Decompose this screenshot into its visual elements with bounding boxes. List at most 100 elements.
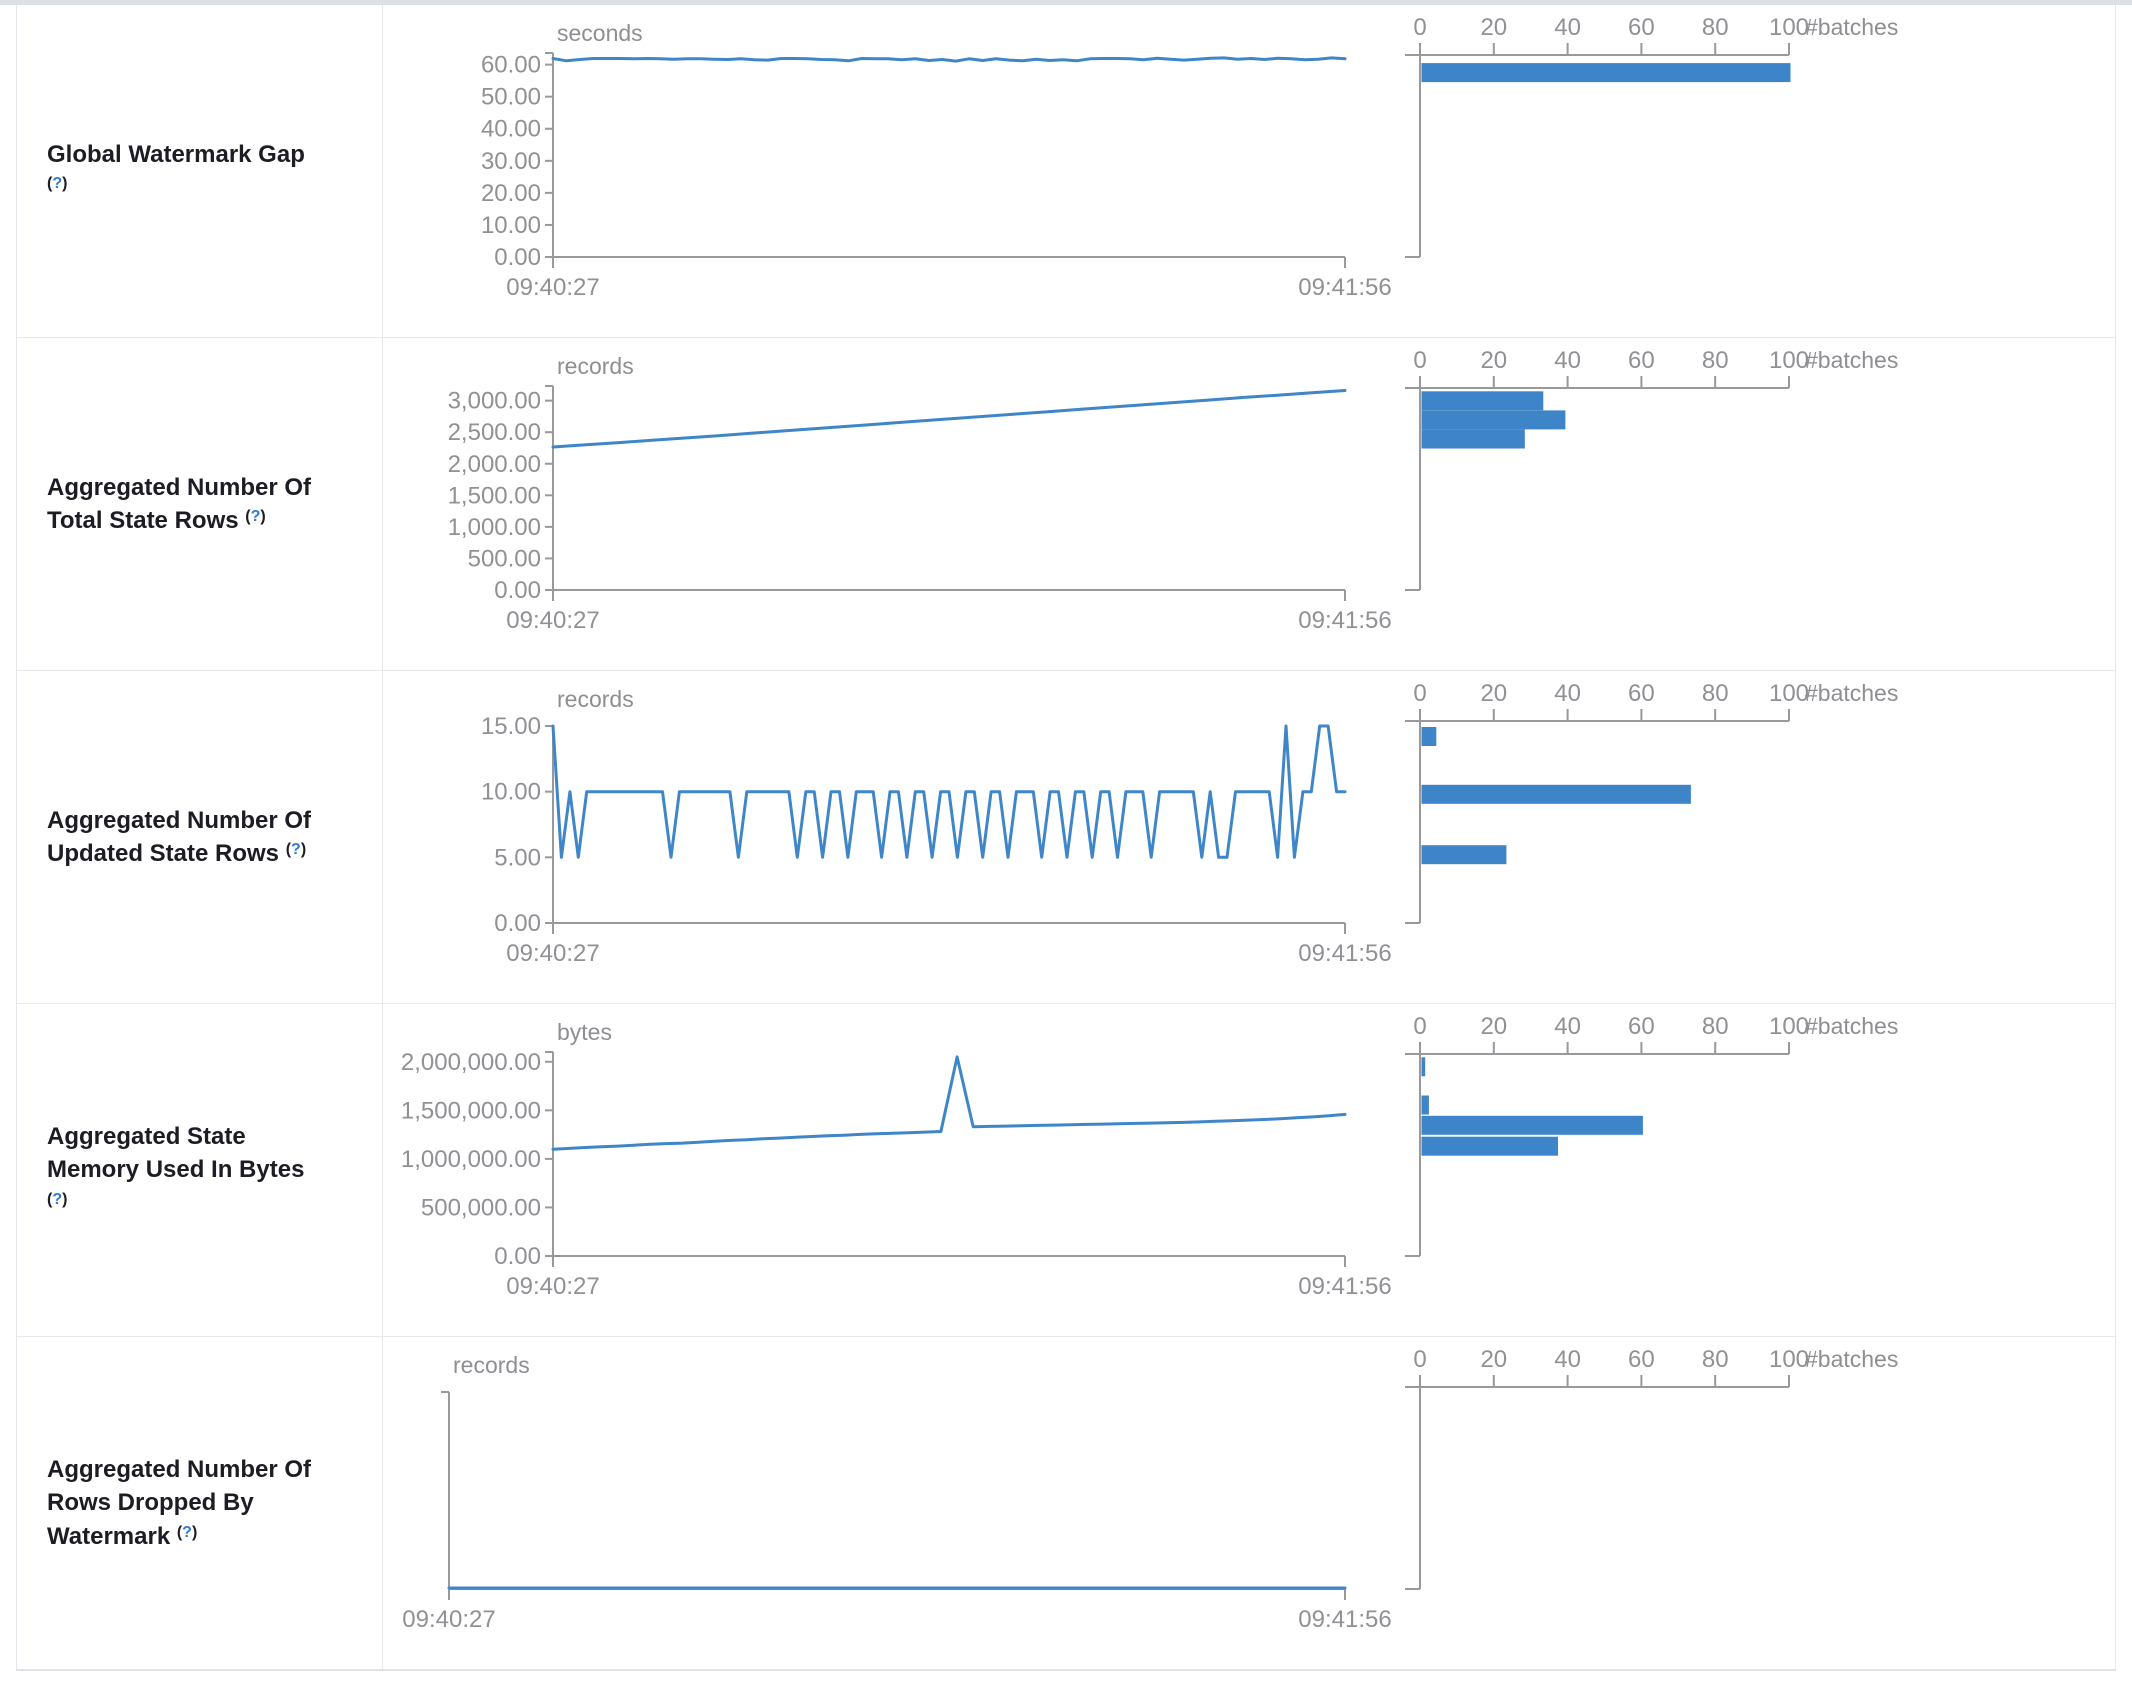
- batch-tick-label: 0: [1413, 1346, 1426, 1373]
- y-tick-label: 3,000.00: [448, 388, 541, 415]
- y-tick-label: 10.00: [481, 779, 541, 806]
- timeline-unit-label: seconds: [557, 20, 643, 46]
- metric-label-cell: Aggregated Number Of Total State Rows (?): [17, 338, 383, 670]
- metric-label-cell: Aggregated Number Of Updated State Rows (…: [17, 671, 383, 1003]
- histogram-chart: 0 20 40 60 80 100#batches: [1405, 14, 1898, 258]
- batch-tick-label: 60: [1628, 1346, 1655, 1373]
- help-paren-open: (: [176, 1523, 183, 1541]
- batch-tick-label: 40: [1554, 680, 1581, 707]
- help-paren-close: ): [300, 841, 307, 858]
- metrics-table: Global Watermark Gap (?) seconds 0.00 10.00 2…: [16, 5, 2116, 1671]
- metric-row: Global Watermark Gap (?) seconds 0.00 10.00 2…: [17, 5, 2115, 337]
- y-tick-label: 0.00: [494, 244, 541, 271]
- x-axis-start-label: 09:40:27: [506, 274, 599, 301]
- metric-title: Global Watermark Gap (?): [47, 138, 342, 204]
- timeline-series-line: [551, 724, 1347, 859]
- metric-label-cell: Global Watermark Gap (?): [17, 5, 383, 337]
- histogram-chart: 0 20 40 60 80 100#batches: [1405, 347, 1898, 591]
- x-axis-start-label: 09:40:27: [506, 940, 599, 967]
- batch-tick-label: 80: [1702, 680, 1729, 707]
- y-tick-label: 0.00: [494, 910, 541, 937]
- timeline-chart: seconds 0.00 10.00 20.00 30.00 40.00 50.00 60.0…: [481, 20, 1392, 301]
- histogram-bar: [1421, 63, 1791, 83]
- help-link[interactable]: ?: [182, 1523, 192, 1541]
- batch-tick-label: 80: [1702, 14, 1729, 41]
- x-axis-start-label: 09:40:27: [402, 1606, 495, 1633]
- y-tick-label: 2,000,000.00: [401, 1049, 541, 1076]
- metric-title-line: Aggregated State: [47, 1123, 246, 1151]
- help-badge: (?): [47, 1191, 67, 1208]
- histogram-bar: [1421, 410, 1566, 430]
- batch-tick-label: 100: [1769, 680, 1809, 707]
- y-tick-label: 5.00: [494, 844, 541, 871]
- metric-row: Aggregated Number Of Rows Dropped By Water…: [17, 1336, 2115, 1669]
- y-tick-label: 0.00: [494, 577, 541, 604]
- y-tick-label: 1,000,000.00: [401, 1146, 541, 1173]
- timeline-series-line: [551, 56, 1347, 63]
- metric-title-line: Rows Dropped By: [47, 1489, 254, 1517]
- timeline-series-line: [551, 1055, 1347, 1151]
- timeline-unit-label: records: [557, 686, 634, 712]
- batch-tick-label: 80: [1702, 1346, 1729, 1373]
- help-paren-close: ): [62, 1190, 68, 1208]
- batch-tick-label: 100: [1769, 1346, 1809, 1373]
- batch-tick-label: 40: [1554, 347, 1581, 374]
- batch-tick-label: 100: [1769, 347, 1809, 374]
- y-tick-label: 60.00: [481, 52, 541, 79]
- batch-tick-label: 0: [1413, 347, 1426, 374]
- metric-title: Aggregated Number Of Updated State Rows (…: [47, 804, 342, 870]
- timeline-chart: records 09:40:27 09:41:56: [402, 1352, 1391, 1633]
- y-tick-label: 10.00: [481, 212, 541, 239]
- metric-title-line: Updated State Rows: [47, 840, 280, 867]
- help-paren-close: ): [62, 175, 68, 192]
- batch-tick-label: 60: [1628, 1013, 1655, 1040]
- x-axis-end-label: 09:41:56: [1298, 607, 1391, 634]
- histogram-bar: [1421, 1057, 1426, 1077]
- histogram-bar: [1421, 429, 1525, 449]
- metric-charts-cell: records 0.00 5.00 10.00 15.00 09:40:27 09:41:5…: [383, 671, 2115, 1003]
- timeline-chart: bytes 0.00 500,000.00 1,000,000.00 1,500,000…: [401, 1019, 1392, 1300]
- y-tick-label: 1,500,000.00: [401, 1097, 541, 1124]
- histogram-bar: [1421, 784, 1691, 804]
- y-tick-label: 2,000.00: [448, 451, 541, 478]
- x-axis-end-label: 09:41:56: [1298, 940, 1391, 967]
- help-link[interactable]: ?: [52, 175, 63, 192]
- batch-tick-label: 0: [1413, 14, 1426, 41]
- metric-title-line: Aggregated Number Of: [47, 473, 312, 501]
- y-tick-label: 15.00: [481, 713, 541, 740]
- help-link[interactable]: ?: [52, 1190, 63, 1208]
- y-tick-label: 40.00: [481, 116, 541, 143]
- batch-tick-label: 20: [1480, 680, 1507, 707]
- histogram-bar: [1421, 391, 1544, 411]
- y-tick-label: 0.00: [494, 1243, 541, 1270]
- batch-tick-label: 40: [1554, 1346, 1581, 1373]
- batch-tick-label: 20: [1480, 14, 1507, 41]
- batch-tick-label: 0: [1413, 680, 1426, 707]
- histogram-bar: [1421, 845, 1507, 865]
- help-paren-open: (: [47, 1190, 53, 1208]
- timeline-unit-label: records: [557, 353, 634, 379]
- y-tick-label: 1,000.00: [448, 514, 541, 541]
- batch-tick-label: 80: [1702, 347, 1729, 374]
- metric-row: Aggregated Number Of Updated State Rows (…: [17, 670, 2115, 1003]
- help-paren-close: ): [260, 508, 266, 525]
- metric-charts-cell: seconds 0.00 10.00 20.00 30.00 40.00 50.00 60.0…: [383, 5, 2115, 337]
- metric-title: Aggregated Number Of Total State Rows (?): [47, 471, 342, 537]
- batch-tick-label: 40: [1554, 14, 1581, 41]
- batch-tick-label: 20: [1480, 1346, 1507, 1373]
- x-axis-end-label: 09:41:56: [1298, 1273, 1391, 1300]
- batch-tick-label: 0: [1413, 1013, 1426, 1040]
- timeline-unit-label: records: [453, 1352, 530, 1378]
- batch-tick-label: 60: [1628, 14, 1655, 41]
- metric-title: Aggregated State Memory Used In Bytes (?): [47, 1120, 342, 1219]
- help-link[interactable]: ?: [250, 508, 261, 525]
- histogram-bar: [1421, 1095, 1429, 1115]
- help-badge: (?): [177, 1524, 197, 1541]
- help-badge: (?): [47, 175, 67, 192]
- batch-tick-label: 40: [1554, 1013, 1581, 1040]
- y-tick-label: 500,000.00: [421, 1194, 541, 1221]
- x-axis-end-label: 09:41:56: [1298, 1606, 1391, 1633]
- y-tick-label: 30.00: [481, 148, 541, 175]
- help-link[interactable]: ?: [291, 841, 301, 858]
- help-badge: (?): [245, 508, 265, 525]
